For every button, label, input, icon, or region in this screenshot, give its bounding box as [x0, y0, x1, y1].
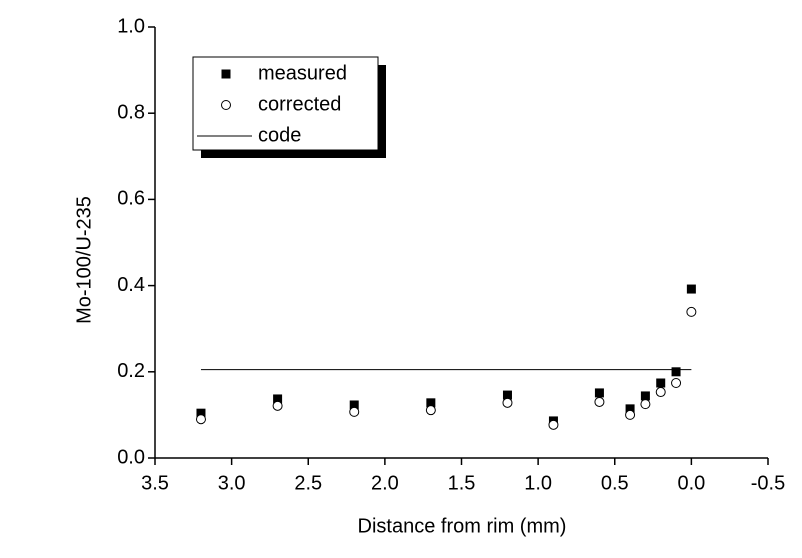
- marker-circle: [349, 406, 360, 417]
- x-tick-label: 0.0: [677, 472, 705, 494]
- y-tick-label: 1.0: [117, 15, 145, 37]
- marker-square: [426, 398, 436, 408]
- marker-circle: [502, 397, 513, 408]
- x-tick-label: 2.5: [294, 472, 322, 494]
- legend-label: corrected: [258, 93, 341, 115]
- legend-label: code: [258, 124, 301, 146]
- marker-circle: [686, 306, 697, 317]
- marker-square: [671, 367, 681, 377]
- x-tick-label: 1.5: [448, 472, 476, 494]
- marker-square: [625, 404, 635, 414]
- x-tick-label: 1.0: [524, 472, 552, 494]
- x-tick-label: 2.0: [371, 472, 399, 494]
- marker-circle: [425, 405, 436, 416]
- legend-swatch: [221, 100, 231, 110]
- marker-circle: [671, 378, 682, 389]
- x-axis-label: Distance from rim (mm): [358, 515, 567, 537]
- marker-square: [640, 391, 650, 401]
- x-tick-label: 0.5: [601, 472, 629, 494]
- y-tick-label: 0.8: [117, 101, 145, 123]
- marker-circle: [655, 387, 666, 398]
- marker-square: [686, 284, 696, 294]
- y-tick-label: 0.0: [117, 446, 145, 468]
- y-tick-label: 0.4: [117, 274, 145, 296]
- x-tick-label: 3.5: [141, 472, 169, 494]
- marker-square: [349, 400, 359, 410]
- marker-square: [656, 378, 666, 388]
- legend-label: measured: [258, 62, 347, 84]
- marker-square: [273, 394, 283, 404]
- marker-circle: [272, 400, 283, 411]
- marker-circle: [548, 419, 559, 430]
- y-axis-label: Mo-100/U-235: [73, 196, 95, 324]
- marker-circle: [640, 399, 651, 410]
- x-tick-label: 3.0: [218, 472, 246, 494]
- legend-swatch: [221, 69, 231, 79]
- marker-circle: [195, 414, 206, 425]
- marker-circle: [594, 396, 605, 407]
- marker-square: [594, 388, 604, 398]
- x-tick-label: -0.5: [751, 472, 785, 494]
- marker-square: [502, 390, 512, 400]
- y-tick-label: 0.6: [117, 188, 145, 210]
- marker-square: [196, 408, 206, 418]
- y-tick-label: 0.2: [117, 360, 145, 382]
- marker-circle: [625, 409, 636, 420]
